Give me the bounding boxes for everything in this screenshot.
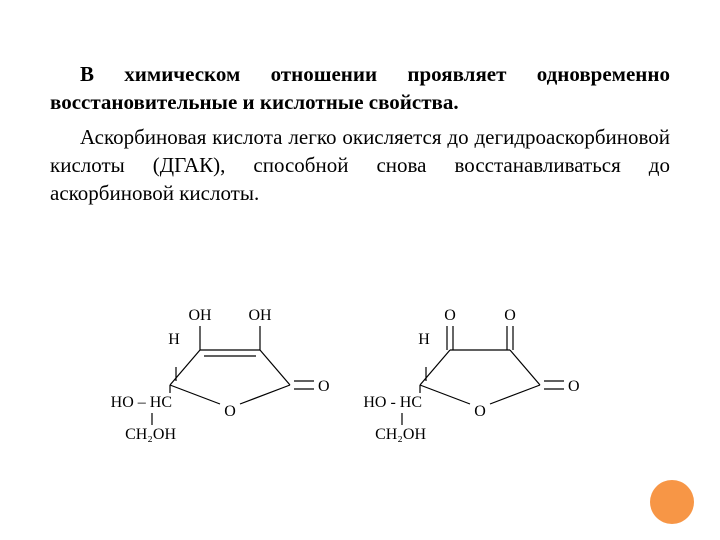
svg-text:O: O [318,378,330,395]
svg-text:H: H [418,331,430,348]
structure-dehydroascorbic-acid: OOOOHHO ‑ HCCH₂OH [363,307,579,443]
svg-text:OH: OH [248,307,272,324]
chemical-structures: OOOHOHHHO – HCCH₂OHOOOOHHO ‑ HCCH₂OH [50,270,670,470]
svg-text:CH₂OH: CH₂OH [375,426,426,443]
svg-text:O: O [474,403,486,420]
svg-text:H: H [168,331,180,348]
svg-text:O: O [568,378,580,395]
svg-text:O: O [224,403,236,420]
svg-text:HO – HC: HO – HC [111,394,172,411]
svg-text:HO ‑ HC: HO ‑ HC [363,394,422,411]
paragraph-body: Аскорбиновая кислота легко окисляется до… [50,123,670,208]
svg-text:OH: OH [188,307,212,324]
slide: В химическом отношении проявляет одновре… [0,0,720,540]
paragraph-bold: В химическом отношении проявляет одновре… [50,60,670,117]
svg-text:O: O [444,307,456,324]
accent-dot-icon [650,480,694,524]
svg-text:CH₂OH: CH₂OH [125,426,176,443]
structure-ascorbic-acid: O O OH OH H HO – HC CH₂OH [111,307,330,443]
svg-text:O: O [504,307,516,324]
